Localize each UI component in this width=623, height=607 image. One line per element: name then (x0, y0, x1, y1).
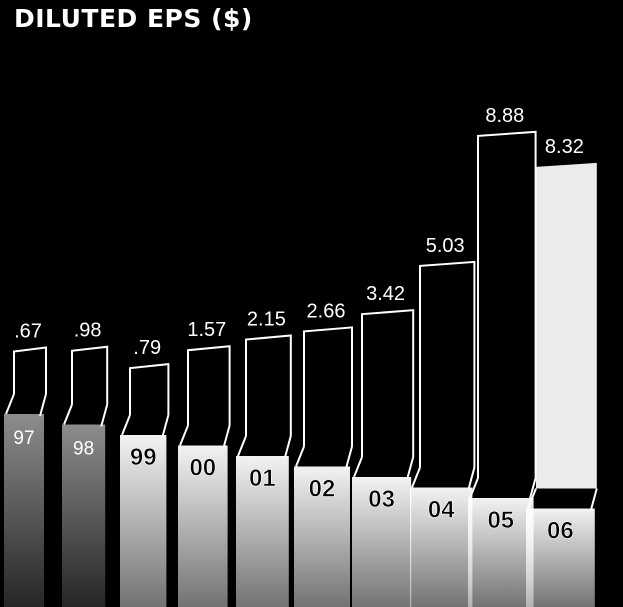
bar-edge-98 (63, 404, 109, 427)
value-label-02: 2.66 (307, 300, 346, 322)
bar-group-01: 012.15 (236, 309, 292, 607)
bar-edge-05 (469, 477, 537, 501)
category-label-03: 03 (368, 486, 395, 513)
chart-title: DILUTED EPS ($) (14, 4, 253, 33)
category-label-97: 97 (13, 428, 34, 449)
bar-group-99: 99.79 (120, 337, 170, 607)
bar-group-03: 033.42 (352, 283, 415, 607)
bar-03 (361, 309, 415, 457)
bar-front-01 (236, 456, 289, 607)
value-label-99: .79 (133, 337, 161, 359)
bar-group-97: 97.67 (4, 321, 47, 607)
category-label-99: 99 (130, 444, 157, 471)
category-label-00: 00 (189, 455, 216, 482)
bar-edge-01 (237, 435, 292, 459)
bar-front-02 (294, 466, 350, 607)
bar-front-03 (352, 477, 412, 607)
value-label-98: .98 (74, 320, 102, 342)
bar-group-04: 045.03 (410, 235, 476, 607)
value-label-03: 3.42 (366, 283, 405, 305)
bar-edge-04 (411, 467, 476, 490)
bar-group-00: 001.57 (178, 319, 231, 607)
value-label-01: 2.15 (247, 309, 286, 331)
bar-04 (419, 260, 476, 468)
value-label-97: .67 (14, 321, 42, 343)
value-label-05: 8.88 (485, 105, 524, 127)
value-label-06: 8.32 (545, 136, 584, 158)
category-label-04: 04 (428, 497, 455, 524)
bar-front-00 (178, 445, 228, 607)
bar-edge-00 (179, 425, 231, 448)
bar-front-05 (468, 498, 534, 607)
bar-edge-97 (5, 393, 47, 417)
category-label-05: 05 (487, 507, 514, 534)
bar-front-06 (526, 508, 595, 607)
bar-group-05: 058.88 (468, 105, 537, 607)
bar-group-98: 98.98 (62, 320, 109, 607)
category-label-98: 98 (73, 439, 94, 460)
category-label-01: 01 (249, 465, 276, 492)
bar-02 (303, 326, 353, 447)
bar-01 (245, 334, 292, 436)
bar-06 (536, 162, 597, 489)
bar-05 (477, 130, 537, 478)
category-label-06: 06 (547, 518, 574, 545)
bar-edge-99 (121, 414, 170, 438)
bar-98 (71, 345, 109, 405)
bar-edge-02 (295, 446, 353, 469)
bar-00 (187, 345, 231, 426)
bar-group-06: 068.32 (526, 136, 598, 607)
bar-edge-03 (353, 456, 415, 480)
bar-97 (13, 346, 47, 394)
bar-front-98 (62, 424, 106, 607)
bar-front-97 (4, 414, 44, 607)
bar-99 (129, 363, 170, 415)
value-label-04: 5.03 (426, 235, 465, 257)
bar-front-99 (120, 435, 167, 607)
bar-group-02: 022.66 (294, 300, 353, 607)
bar-edge-06 (527, 488, 598, 511)
category-label-02: 02 (309, 476, 336, 503)
bar-front-04 (410, 487, 473, 607)
value-label-00: 1.57 (187, 319, 226, 341)
